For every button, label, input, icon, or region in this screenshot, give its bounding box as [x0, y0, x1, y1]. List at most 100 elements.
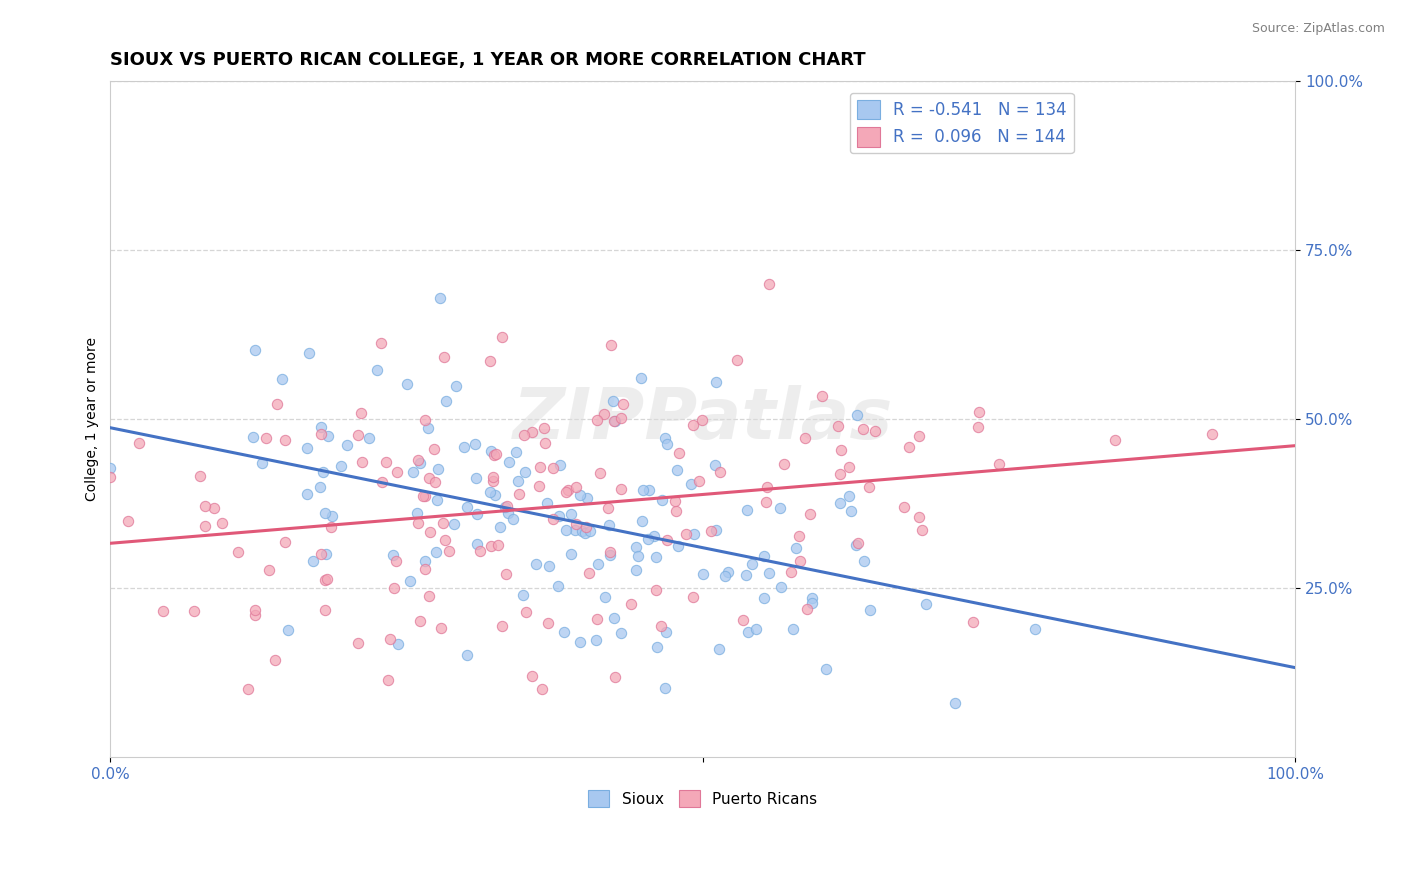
- Point: [117, 514, 139, 528]
- Point: [692, 566, 714, 581]
- Point: [321, 509, 343, 524]
- Point: [242, 430, 264, 444]
- Point: [688, 474, 710, 488]
- Point: [444, 379, 467, 393]
- Point: [654, 681, 676, 695]
- Point: [578, 566, 600, 580]
- Point: [560, 547, 582, 561]
- Point: [731, 613, 754, 627]
- Point: [498, 507, 520, 521]
- Point: [277, 623, 299, 637]
- Point: [725, 352, 748, 367]
- Point: [553, 625, 575, 640]
- Point: [211, 516, 233, 530]
- Point: [226, 545, 249, 559]
- Point: [637, 532, 659, 546]
- Point: [425, 475, 447, 490]
- Point: [852, 422, 875, 436]
- Point: [491, 619, 513, 633]
- Point: [735, 568, 758, 582]
- Point: [479, 444, 502, 458]
- Point: [630, 370, 652, 384]
- Point: [1024, 622, 1046, 636]
- Point: [596, 501, 619, 516]
- Point: [682, 590, 704, 604]
- Point: [655, 533, 678, 548]
- Point: [704, 376, 727, 390]
- Point: [401, 465, 423, 479]
- Point: [314, 603, 336, 617]
- Point: [418, 589, 440, 603]
- Point: [484, 488, 506, 502]
- Point: [399, 574, 422, 588]
- Point: [893, 500, 915, 514]
- Point: [311, 426, 333, 441]
- Point: [382, 548, 405, 562]
- Point: [425, 545, 447, 559]
- Point: [845, 538, 868, 552]
- Point: [758, 277, 780, 291]
- Point: [418, 471, 440, 485]
- Point: [412, 489, 434, 503]
- Point: [488, 538, 510, 552]
- Point: [690, 413, 713, 427]
- Point: [524, 557, 547, 571]
- Point: [828, 467, 851, 481]
- Point: [585, 632, 607, 647]
- Point: [482, 474, 505, 488]
- Point: [588, 557, 610, 571]
- Point: [548, 509, 571, 524]
- Point: [554, 484, 576, 499]
- Point: [655, 437, 678, 451]
- Point: [378, 632, 401, 647]
- Point: [183, 604, 205, 618]
- Point: [755, 494, 778, 508]
- Point: [405, 506, 427, 520]
- Point: [485, 447, 508, 461]
- Point: [433, 533, 456, 548]
- Point: [188, 468, 211, 483]
- Point: [464, 436, 486, 450]
- Point: [830, 442, 852, 457]
- Point: [315, 547, 337, 561]
- Point: [314, 574, 336, 588]
- Point: [443, 516, 465, 531]
- Point: [794, 431, 817, 445]
- Point: [418, 421, 440, 435]
- Point: [512, 588, 534, 602]
- Point: [432, 516, 454, 530]
- Point: [419, 525, 441, 540]
- Point: [502, 512, 524, 526]
- Point: [988, 458, 1011, 472]
- Point: [478, 485, 501, 500]
- Point: [456, 500, 478, 515]
- Point: [599, 545, 621, 559]
- Point: [700, 524, 723, 539]
- Point: [830, 496, 852, 510]
- Point: [943, 696, 966, 710]
- Point: [370, 475, 392, 489]
- Point: [479, 354, 502, 368]
- Point: [315, 572, 337, 586]
- Point: [853, 554, 876, 568]
- Point: [536, 496, 558, 510]
- Point: [387, 637, 409, 651]
- Point: [513, 427, 536, 442]
- Point: [769, 580, 792, 594]
- Point: [506, 474, 529, 488]
- Point: [541, 461, 564, 475]
- Point: [598, 518, 620, 533]
- Point: [741, 557, 763, 571]
- Point: [610, 482, 633, 496]
- Point: [593, 591, 616, 605]
- Point: [430, 621, 453, 635]
- Point: [319, 520, 342, 534]
- Legend: Sioux, Puerto Ricans: Sioux, Puerto Ricans: [582, 784, 824, 814]
- Point: [152, 604, 174, 618]
- Point: [704, 458, 727, 473]
- Point: [377, 673, 399, 688]
- Point: [309, 547, 332, 561]
- Point: [624, 564, 647, 578]
- Point: [599, 548, 621, 562]
- Point: [415, 489, 437, 503]
